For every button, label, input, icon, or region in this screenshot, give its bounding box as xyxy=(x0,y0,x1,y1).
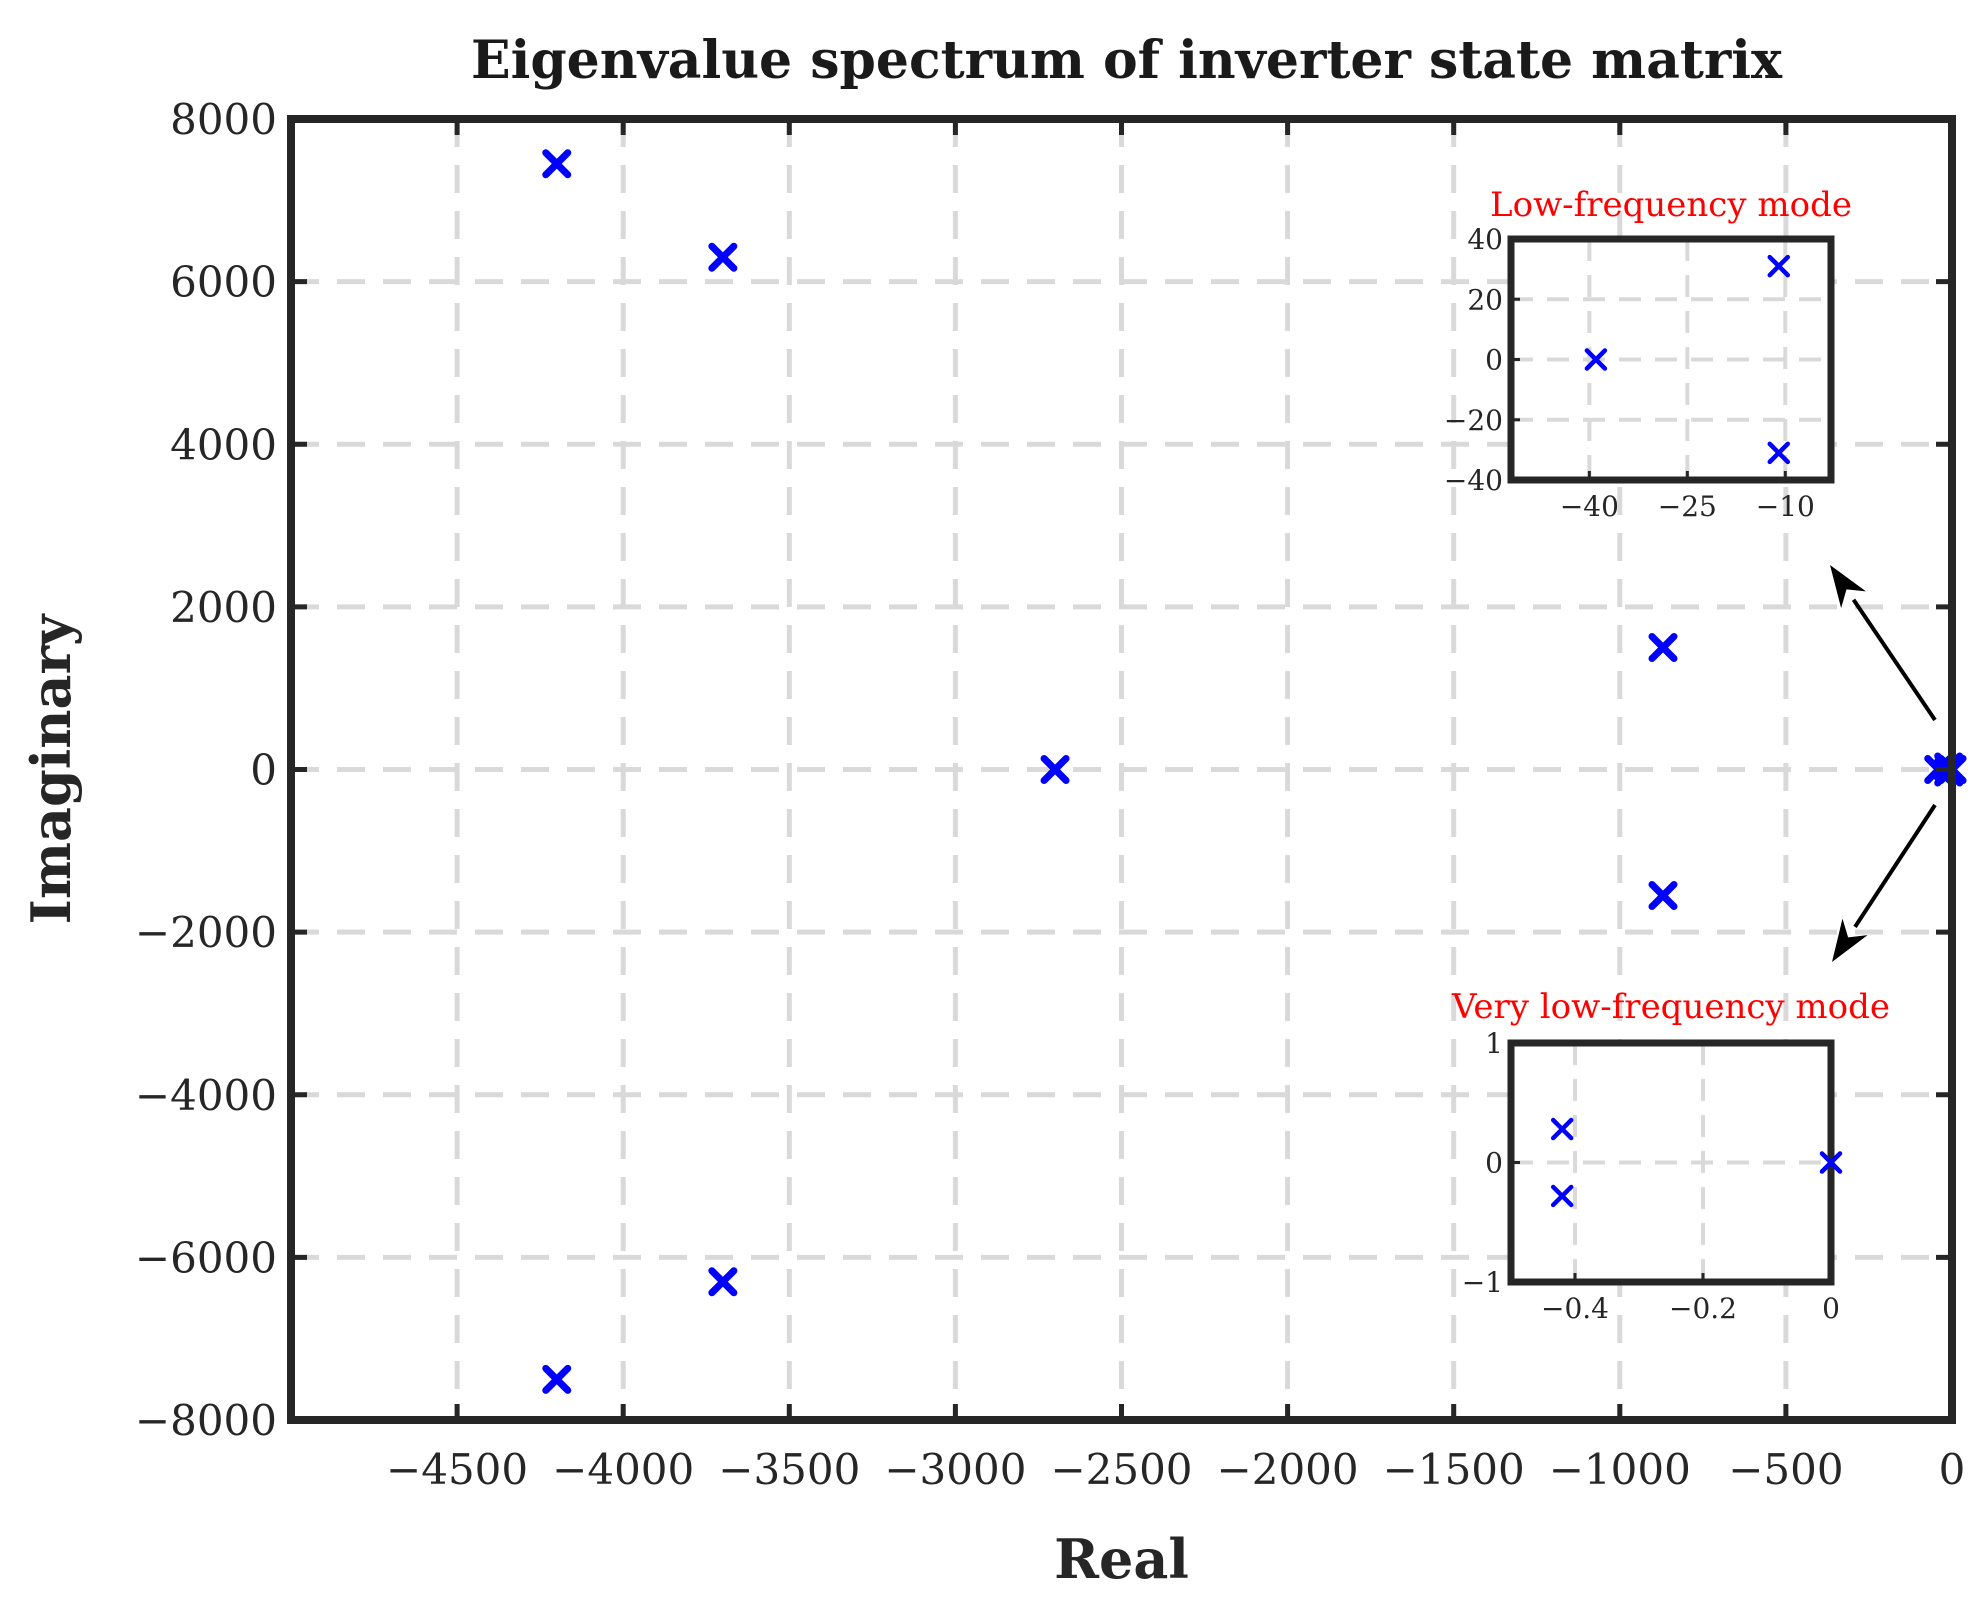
eigenvalue-marker xyxy=(542,149,572,179)
eigenvalue-marker xyxy=(1040,755,1070,784)
marker-stroke xyxy=(1584,348,1608,371)
inset-eigenvalue-marker xyxy=(1550,1117,1574,1141)
y-tick-label: 6000 xyxy=(170,258,277,307)
inset-y-tick-label: 1 xyxy=(1485,1027,1503,1060)
y-tick-label: −6000 xyxy=(135,1233,277,1282)
inset-y-tick-label: −20 xyxy=(1444,404,1503,437)
x-tick-label: −2500 xyxy=(1050,1445,1192,1494)
inset-x-tick-label: −10 xyxy=(1756,490,1815,523)
y-axis-label: Imaginary xyxy=(19,613,83,924)
inset-y-tick-label: 40 xyxy=(1467,223,1503,256)
annotation-arrow xyxy=(1832,803,1937,962)
main-tick-marks xyxy=(291,116,1955,1423)
annotation-arrows xyxy=(1830,565,1937,962)
inset-x-tick-label: −40 xyxy=(1560,490,1619,523)
main-grid xyxy=(291,119,1952,1420)
eigenvalue-marker xyxy=(708,242,738,272)
y-tick-label: 2000 xyxy=(170,583,277,632)
y-tick-labels: −8000 −6000 −4000 −2000 0 2000 4000 6000 8000 xyxy=(135,95,277,1445)
marker-stroke xyxy=(708,1267,738,1297)
marker-stroke xyxy=(1819,1151,1843,1174)
inset-x-tick-label: −0.4 xyxy=(1541,1292,1609,1325)
y-tick-label: 0 xyxy=(250,746,277,795)
x-tick-label: −4500 xyxy=(386,1445,528,1494)
x-tick-labels: −4500 −4000 −3500 −3000 −2500 −2000 −1500 −1000… xyxy=(386,1445,1965,1494)
eigenvalue-marker xyxy=(542,1364,572,1394)
marker-stroke xyxy=(1040,755,1070,784)
y-tick-label: 8000 xyxy=(170,95,277,144)
arrow-head xyxy=(1832,918,1868,962)
inset-x-tick-label: −25 xyxy=(1658,490,1717,523)
marker-stroke xyxy=(1767,441,1791,465)
x-tick-label: −4000 xyxy=(552,1445,694,1494)
eigenvalue-marker xyxy=(1648,633,1678,663)
marker-stroke xyxy=(1648,881,1678,911)
eigenvalue-marker xyxy=(1648,881,1678,911)
marker-stroke xyxy=(1550,1184,1574,1208)
arrow-head xyxy=(1830,565,1866,609)
arrow-shaft xyxy=(1851,598,1937,722)
annotation-arrow xyxy=(1830,565,1937,722)
x-tick-label: −3500 xyxy=(718,1445,860,1494)
y-tick-label: −2000 xyxy=(135,908,277,957)
inset-eigenvalue-marker xyxy=(1584,348,1608,371)
marker-stroke xyxy=(542,149,572,179)
inset-x-tick-label: −0.2 xyxy=(1669,1292,1737,1325)
marker-stroke xyxy=(542,1364,572,1394)
arrow-shaft xyxy=(1853,803,1937,928)
inset-eigenvalue-marker xyxy=(1819,1151,1843,1174)
inset-eigenvalue-marker xyxy=(1550,1184,1574,1208)
inset-y-tick-label: −1 xyxy=(1462,1266,1503,1299)
y-tick-label: −8000 xyxy=(135,1396,277,1445)
inset-x-tick-label: 0 xyxy=(1822,1292,1840,1325)
eigenvalue-marker xyxy=(708,1267,738,1297)
x-axis-label: Real xyxy=(1054,1527,1189,1591)
inset-title: Low-frequency mode xyxy=(1490,185,1852,225)
y-tick-label: 4000 xyxy=(170,420,277,469)
inset-y-tick-label: 0 xyxy=(1485,1147,1503,1180)
x-tick-label: −2000 xyxy=(1217,1445,1359,1494)
x-tick-label: −3000 xyxy=(884,1445,1026,1494)
inset-eigenvalue-marker xyxy=(1767,441,1791,465)
x-tick-label: −1500 xyxy=(1383,1445,1525,1494)
chart-title: Eigenvalue spectrum of inverter state ma… xyxy=(471,30,1783,91)
x-tick-label: −1000 xyxy=(1549,1445,1691,1494)
marker-stroke xyxy=(1648,633,1678,663)
inset-y-tick-label: −40 xyxy=(1444,464,1503,497)
inset-y-tick-label: 0 xyxy=(1485,344,1503,377)
inset-title: Very low-frequency mode xyxy=(1451,987,1890,1027)
marker-stroke xyxy=(1550,1117,1574,1141)
marker-stroke xyxy=(708,242,738,272)
inset-eigenvalue-marker xyxy=(1767,254,1791,278)
marker-stroke xyxy=(1767,254,1791,278)
x-tick-label: −500 xyxy=(1728,1445,1843,1494)
x-tick-label: 0 xyxy=(1939,1445,1966,1494)
y-tick-label: −4000 xyxy=(135,1071,277,1120)
inset-y-tick-label: 20 xyxy=(1467,283,1503,316)
